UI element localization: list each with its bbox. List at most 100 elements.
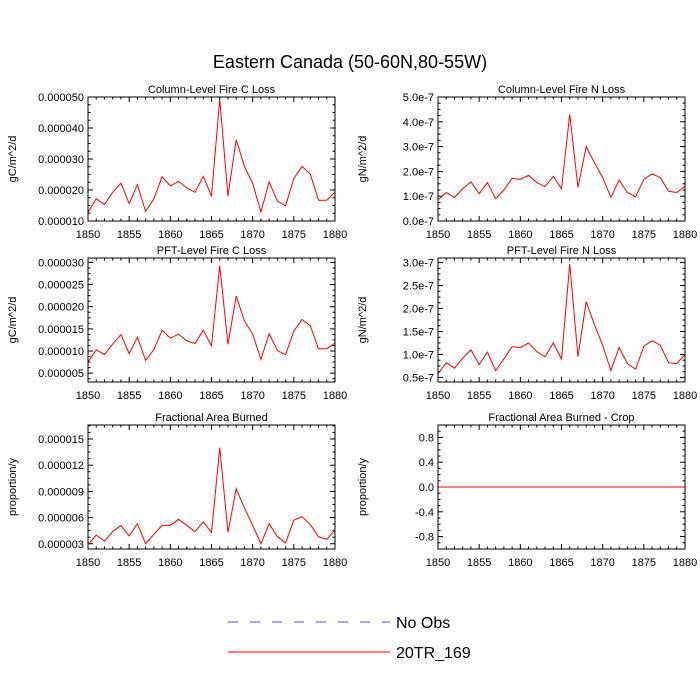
x-tick-label: 1865 — [549, 390, 573, 402]
panel-title: Column-Level Fire C Loss — [148, 84, 276, 96]
x-tick-label: 1865 — [199, 557, 223, 569]
x-tick-label: 1880 — [673, 390, 697, 402]
x-tick-label: 1855 — [117, 557, 141, 569]
y-tick-label: 2.0e-7 — [403, 166, 434, 178]
x-tick-label: 1880 — [323, 390, 347, 402]
chart-panel-1: Column-Level Fire C Loss gC/m^2/d 1850 1855… — [7, 84, 347, 241]
plot-frame — [437, 424, 686, 550]
y-axis-label: gN/m^2/d — [357, 136, 369, 183]
x-tick-label: 1860 — [158, 390, 182, 402]
x-tick-label: 1860 — [508, 557, 532, 569]
legend-label-2: 20TR_169 — [396, 645, 471, 662]
panel-title: PFT-Level Fire N Loss — [507, 245, 617, 257]
x-tick-label: 1875 — [282, 557, 306, 569]
y-tick-label: 4.0e-7 — [403, 117, 434, 129]
y-tick-label: 2.5e-7 — [403, 281, 434, 293]
series-line — [437, 263, 686, 375]
x-tick-label: 1875 — [282, 390, 306, 402]
y-tick-label: 0.000025 — [38, 280, 84, 292]
y-tick-label: 0.000030 — [38, 257, 84, 269]
x-tick-label: 1850 — [76, 390, 100, 402]
y-tick-label: 0.8 — [419, 432, 434, 444]
chart-panel-6: Fractional Area Burned - Crop proportion/… — [357, 412, 697, 569]
y-tick-label: -0.8 — [415, 532, 434, 544]
x-tick-label: 1875 — [632, 390, 656, 402]
y-tick-label: 0.0 — [419, 482, 434, 494]
y-tick-label: 0.000050 — [38, 92, 84, 104]
x-tick-label: 1850 — [426, 557, 450, 569]
y-tick-label: 0.4 — [419, 457, 434, 469]
y-tick-label: 0.000020 — [38, 302, 84, 314]
y-tick-label: 0.000040 — [38, 123, 84, 135]
x-tick-label: 1855 — [117, 229, 141, 241]
panel-title: Fractional Area Burned - Crop — [488, 412, 634, 424]
chart-panel-3: PFT-Level Fire C Loss gC/m^2/d 1850 1855 186… — [7, 245, 347, 402]
x-tick-label: 1855 — [467, 229, 491, 241]
x-tick-label: 1865 — [199, 390, 223, 402]
y-axis-label: gC/m^2/d — [7, 136, 19, 183]
y-axis-label: proportion/y — [357, 457, 369, 516]
x-tick-label: 1875 — [282, 229, 306, 241]
y-tick-label: 0.5e-7 — [403, 372, 434, 384]
y-axis-label: gC/m^2/d — [7, 297, 19, 344]
chart-panel-2: Column-Level Fire N Loss gN/m^2/d 1850 1855… — [357, 84, 697, 241]
x-tick-label: 1880 — [673, 229, 697, 241]
plot-frame — [87, 424, 336, 550]
y-tick-label: 0.000009 — [38, 486, 84, 498]
x-tick-label: 1860 — [508, 390, 532, 402]
y-tick-label: 0.000015 — [38, 324, 84, 336]
x-tick-label: 1880 — [673, 557, 697, 569]
panel-title: PFT-Level Fire C Loss — [157, 245, 267, 257]
x-tick-label: 1870 — [240, 557, 264, 569]
plot-frame — [437, 257, 686, 383]
x-tick-label: 1855 — [117, 390, 141, 402]
x-tick-label: 1855 — [467, 390, 491, 402]
legend-label-1: No Obs — [396, 615, 450, 632]
x-tick-label: 1855 — [467, 557, 491, 569]
x-tick-label: 1875 — [632, 557, 656, 569]
x-tick-label: 1880 — [323, 229, 347, 241]
chart-panel-4: PFT-Level Fire N Loss gN/m^2/d 1850 1855 186… — [357, 245, 697, 402]
x-tick-label: 1880 — [323, 557, 347, 569]
y-tick-label: 0.000015 — [38, 434, 84, 446]
x-tick-label: 1870 — [590, 557, 614, 569]
x-tick-label: 1870 — [590, 229, 614, 241]
x-tick-label: 1860 — [508, 229, 532, 241]
x-tick-label: 1860 — [158, 557, 182, 569]
x-tick-label: 1870 — [240, 229, 264, 241]
legend: No Obs 20TR_169 — [228, 615, 471, 662]
x-tick-label: 1860 — [158, 229, 182, 241]
y-tick-label: 0.0e-7 — [403, 216, 434, 228]
panel-title: Column-Level Fire N Loss — [498, 84, 626, 96]
y-tick-label: 5.0e-7 — [403, 92, 434, 104]
y-tick-label: -0.4 — [415, 507, 434, 519]
y-tick-label: 0.000006 — [38, 513, 84, 525]
x-tick-label: 1870 — [590, 390, 614, 402]
y-tick-label: 3.0e-7 — [403, 258, 434, 270]
series-line — [87, 447, 336, 546]
plot-frame — [87, 96, 336, 222]
plot-frame — [87, 257, 336, 383]
y-axis-label: gN/m^2/d — [357, 297, 369, 344]
chart-panel-5: Fractional Area Burned proportion/y 1850 18… — [7, 412, 347, 569]
x-tick-label: 1850 — [426, 229, 450, 241]
x-tick-label: 1875 — [632, 229, 656, 241]
figure-title: Eastern Canada (50-60N,80-55W) — [213, 52, 487, 72]
y-tick-label: 0.000010 — [38, 216, 84, 228]
y-tick-label: 0.000030 — [38, 154, 84, 166]
series-line — [87, 265, 336, 363]
y-tick-label: 0.000020 — [38, 185, 84, 197]
plot-frame — [437, 96, 686, 222]
series-line — [87, 99, 336, 214]
y-tick-label: 1.0e-7 — [403, 191, 434, 203]
y-tick-label: 0.000010 — [38, 346, 84, 358]
y-tick-label: 0.000005 — [38, 368, 84, 380]
series-line — [437, 114, 686, 201]
x-tick-label: 1865 — [549, 557, 573, 569]
x-tick-label: 1865 — [549, 229, 573, 241]
y-tick-label: 1.5e-7 — [403, 326, 434, 338]
x-tick-label: 1865 — [199, 229, 223, 241]
panel-title: Fractional Area Burned — [155, 412, 268, 424]
y-tick-label: 1.0e-7 — [403, 349, 434, 361]
